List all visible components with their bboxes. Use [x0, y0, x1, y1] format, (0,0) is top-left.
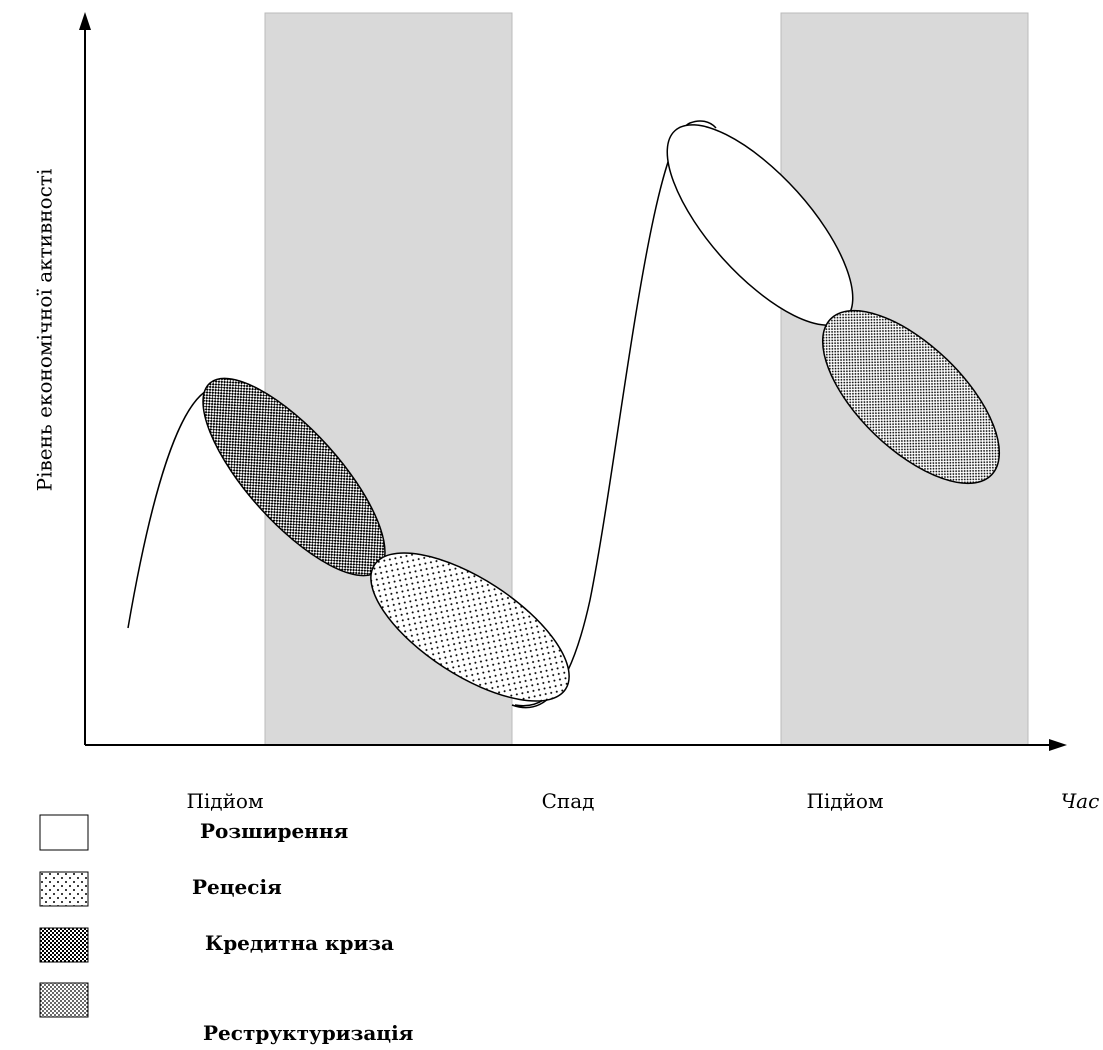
x-arrow	[1049, 739, 1067, 751]
restructuring-ellipse	[821, 309, 1001, 485]
curve	[127, 387, 213, 629]
phase-label: Підйом	[186, 789, 263, 813]
phase-label: Підйом	[806, 789, 883, 813]
legend-label: Рецесія	[192, 875, 282, 899]
recession-ellipse	[370, 552, 570, 702]
legend-swatch	[39, 927, 89, 963]
y-arrow	[79, 12, 91, 30]
x-axis-label: Час	[1061, 789, 1100, 813]
phase-label: Спад	[542, 789, 595, 813]
y-axis-label: Рівень економічної активності	[33, 169, 57, 492]
curve	[511, 120, 717, 709]
legend-label: Кредитна криза	[205, 931, 394, 955]
legend-swatch	[39, 982, 89, 1018]
legend-label: Реструктуризація	[203, 1021, 414, 1045]
legend-label: Розширення	[200, 819, 348, 843]
legend-swatch	[39, 871, 89, 907]
legend-swatch	[39, 814, 89, 851]
